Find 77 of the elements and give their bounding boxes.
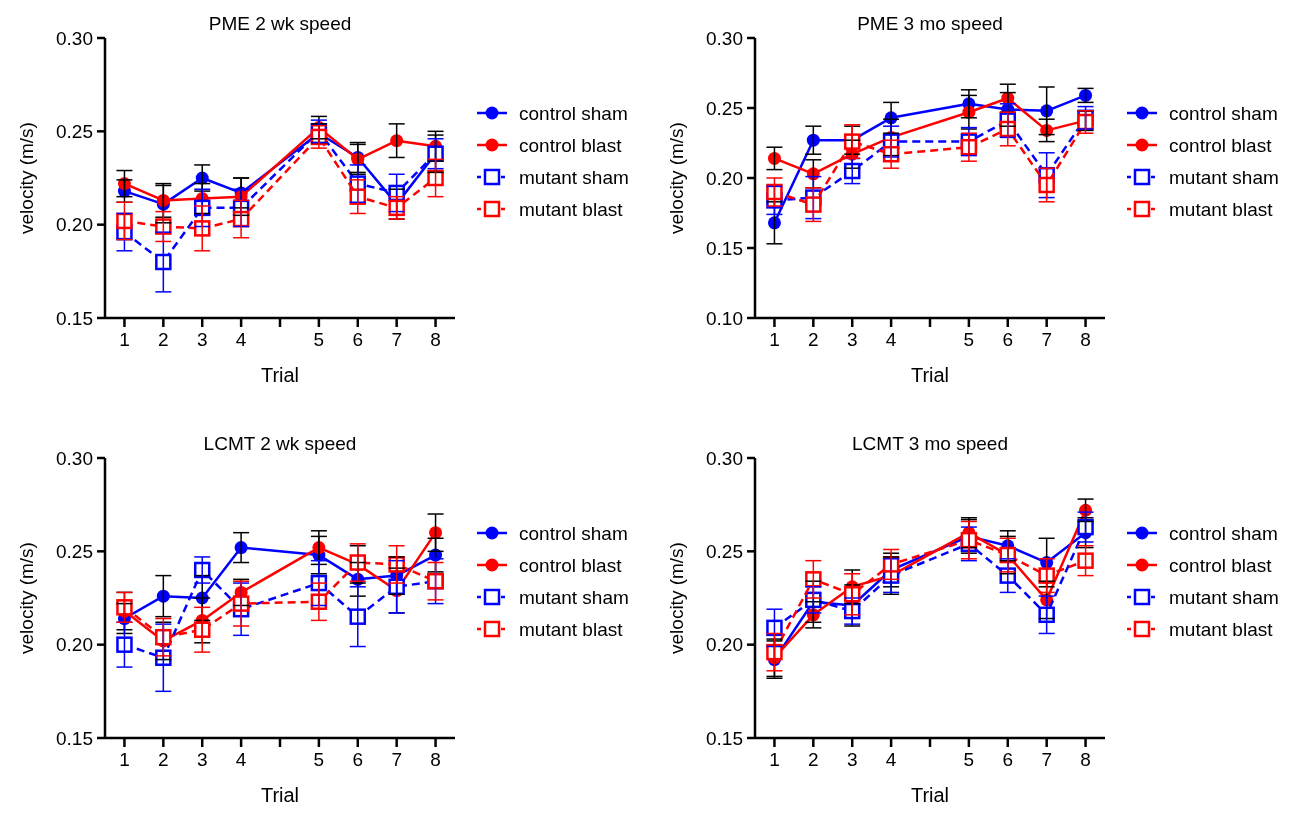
legend-label: control blast [519,554,623,576]
x-tick-label: 1 [769,329,780,350]
x-tick-label: 6 [1002,749,1014,770]
x-tick-label: 8 [430,329,441,350]
chart-title: PME 2 wk speed [208,13,352,34]
x-tick-label: 8 [430,749,441,770]
y-tick-label: 0.20 [706,634,743,656]
legend-label: mutant sham [1169,586,1279,608]
y-tick-label: 0.30 [706,27,743,49]
y-tick-label: 0.30 [56,447,93,469]
legend-label: control blast [519,134,623,156]
y-tick-label: 0.20 [706,167,743,189]
x-tick-label: 1 [119,749,130,770]
x-tick-label: 7 [1041,749,1052,770]
x-tick-label: 3 [846,749,858,770]
x-tick-label: 1 [769,749,780,770]
y-tick-label: 0.25 [56,120,93,142]
x-tick-label: 7 [1041,329,1052,350]
x-tick-label: 2 [808,329,819,350]
chart-title: PME 3 mo speed [857,13,1003,34]
x-tick-label: 4 [885,329,897,350]
x-tick-label: 2 [808,749,819,770]
legend-label: control sham [1169,102,1278,124]
x-tick-label: 4 [885,749,897,770]
y-axis-title: velocity (m/s) [666,542,687,654]
legend-label: mutant sham [519,586,629,608]
x-tick-label: 3 [196,329,208,350]
legend-label: control sham [1169,522,1278,544]
legend-label: control blast [1169,134,1273,156]
x-tick-label: 7 [391,329,402,350]
x-tick-label: 6 [1002,329,1014,350]
y-axis-title: velocity (m/s) [666,122,687,234]
legend-label: mutant blast [519,198,624,220]
y-tick-label: 0.25 [706,97,743,119]
legend-label: control blast [1169,554,1273,576]
x-tick-label: 8 [1080,329,1091,350]
y-tick-label: 0.15 [56,307,93,329]
x-tick-label: 2 [158,329,169,350]
legend-label: mutant sham [1169,166,1279,188]
y-tick-label: 0.10 [706,307,743,329]
y-tick-label: 0.30 [56,27,93,49]
x-tick-label: 3 [196,749,208,770]
x-tick-label: 8 [1080,749,1091,770]
x-tick-label: 1 [119,329,130,350]
x-axis-title: Trial [260,784,300,806]
x-tick-label: 5 [963,329,975,350]
y-tick-label: 0.25 [56,540,93,562]
x-tick-label: 5 [313,329,325,350]
x-tick-label: 5 [963,749,975,770]
chart-title: LCMT 3 mo speed [852,433,1008,454]
y-tick-label: 0.15 [56,727,93,749]
x-tick-label: 6 [352,749,364,770]
legend-label: mutant blast [519,618,624,640]
x-axis-title: Trial [910,364,950,386]
x-tick-label: 7 [391,749,402,770]
legend-label: mutant blast [1169,618,1274,640]
y-tick-label: 0.20 [56,214,93,236]
y-tick-label: 0.30 [706,447,743,469]
y-tick-label: 0.20 [56,634,93,656]
y-tick-label: 0.15 [706,727,743,749]
legend-label: mutant sham [519,166,629,188]
x-tick-label: 6 [352,329,364,350]
y-tick-label: 0.25 [706,540,743,562]
legend-label: control sham [519,102,628,124]
legend-label: control sham [519,522,628,544]
x-tick-label: 4 [235,329,247,350]
x-tick-label: 3 [846,329,858,350]
y-axis-title: velocity (m/s) [16,122,37,234]
x-tick-label: 2 [158,749,169,770]
chart-title: LCMT 2 wk speed [203,433,357,454]
x-axis-title: Trial [260,364,300,386]
legend-label: mutant blast [1169,198,1274,220]
x-tick-label: 4 [235,749,247,770]
x-axis-title: Trial [910,784,950,806]
y-tick-label: 0.15 [706,237,743,259]
x-tick-label: 5 [313,749,325,770]
y-axis-title: velocity (m/s) [16,542,37,654]
